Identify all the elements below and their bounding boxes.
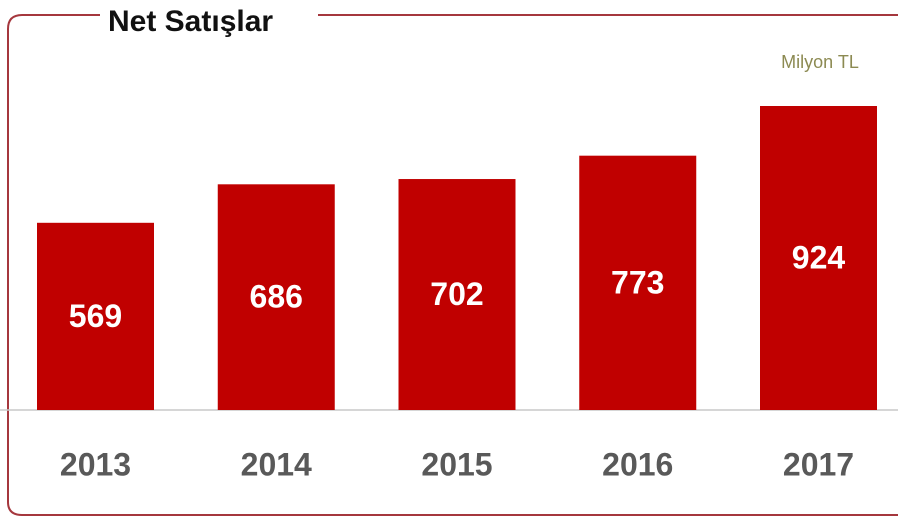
chart-title: Net Satışlar bbox=[108, 5, 273, 38]
bar bbox=[398, 179, 516, 410]
x-tick-label: 2014 bbox=[241, 446, 312, 482]
x-tick-label: 2017 bbox=[783, 446, 854, 482]
unit-label: Milyon TL bbox=[781, 52, 859, 72]
x-tick-label: 2015 bbox=[421, 446, 492, 482]
frame bbox=[7, 14, 898, 516]
value-label: 924 bbox=[792, 239, 846, 275]
value-label: 773 bbox=[611, 264, 664, 300]
bar bbox=[579, 155, 697, 410]
value-label: 686 bbox=[250, 279, 303, 315]
value-label: 702 bbox=[430, 276, 483, 312]
value-label: 569 bbox=[69, 298, 122, 334]
bar bbox=[217, 184, 335, 410]
x-tick-label: 2016 bbox=[602, 446, 673, 482]
x-tick-label: 2013 bbox=[60, 446, 131, 482]
bar bbox=[760, 106, 877, 410]
bar bbox=[37, 222, 154, 410]
